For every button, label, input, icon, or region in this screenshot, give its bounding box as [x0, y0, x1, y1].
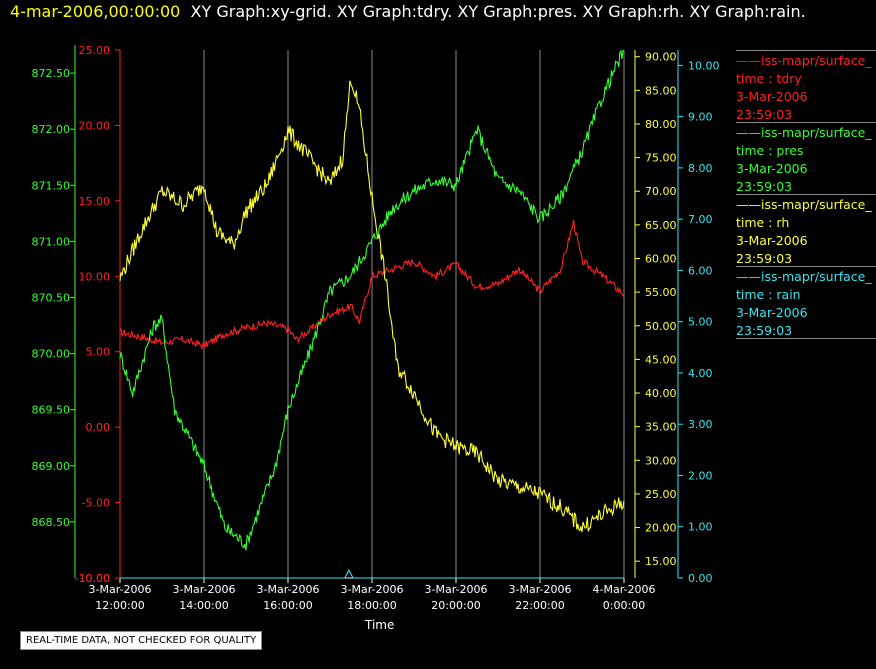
series-line-tdry — [120, 219, 625, 351]
legend-separator — [736, 50, 876, 51]
legend-axis: time : rain — [736, 287, 801, 302]
tdry-tick-label-6: 20.00 — [79, 119, 111, 132]
x-tick-label-date-5: 3-Mar-2006 — [509, 583, 572, 596]
legend-date: 3-Mar-2006 — [736, 233, 808, 248]
rh-tick-label-14: 85.00 — [645, 84, 677, 97]
series-line-pres — [119, 49, 625, 551]
series-line-rh — [119, 80, 625, 533]
legend-axis: time : rh — [736, 215, 790, 230]
x-axis-label: Time — [365, 618, 395, 632]
header-titles: XY Graph:xy-grid. XY Graph:tdry. XY Grap… — [190, 2, 806, 21]
rh-tick-label-12: 75.00 — [645, 152, 677, 165]
tdry-tick-label-7: 25.00 — [79, 44, 111, 57]
tdry-tick-label-min: -10.00 — [75, 572, 110, 585]
pres-tick-label-5: 871.00 — [32, 235, 71, 248]
x-tick-label-time-6: 0:00:00 — [603, 599, 645, 612]
pres-tick-label-8: 872.50 — [32, 67, 71, 80]
legend-date: 3-Mar-2006 — [736, 161, 808, 176]
x-tick-label-time-3: 18:00:00 — [347, 599, 396, 612]
rh-tick-label-10: 65.00 — [645, 219, 677, 232]
legend-axis: time : tdry — [736, 71, 802, 86]
legend-time: 23:59:03 — [736, 323, 793, 338]
legend-entry-rh: ——iss-mapr/surface_time : rh 3-Mar-2006 23… — [736, 194, 876, 268]
rain-tick-label-10: 10.00 — [688, 59, 720, 72]
series-line-rain — [120, 569, 624, 579]
rh-tick-label-4: 35.00 — [645, 421, 677, 434]
legend-time: 23:59:03 — [736, 251, 793, 266]
header: 4-mar-2006,00:00:00 XY Graph:xy-grid. XY… — [10, 2, 806, 21]
legend-name: ——iss-mapr/surface_ — [736, 197, 872, 212]
rain-tick-label-9: 9.00 — [688, 111, 713, 124]
rain-tick-label-8: 8.00 — [688, 162, 713, 175]
legend-name: ——iss-mapr/surface_ — [736, 125, 872, 140]
x-tick-label-time-5: 22:00:00 — [515, 599, 564, 612]
x-tick-label-date-1: 3-Mar-2006 — [173, 583, 236, 596]
legend-date: 3-Mar-2006 — [736, 89, 808, 104]
rh-tick-label-2: 25.00 — [645, 488, 677, 501]
legend-time: 23:59:03 — [736, 107, 793, 122]
rain-tick-label-2: 2.00 — [688, 469, 713, 482]
x-tick-label-time-2: 16:00:00 — [263, 599, 312, 612]
pres-tick-label-0: 868.50 — [32, 516, 71, 529]
rh-tick-label-3: 30.00 — [645, 454, 677, 467]
rain-tick-label-4: 4.00 — [688, 367, 713, 380]
pres-tick-label-7: 872.00 — [32, 123, 71, 136]
rain-tick-label-3: 3.00 — [688, 418, 713, 431]
rh-tick-label-8: 55.00 — [645, 286, 677, 299]
rain-tick-label-1: 1.00 — [688, 521, 713, 534]
legend-entry-pres: ——iss-mapr/surface_time : pres 3-Mar-2006… — [736, 122, 876, 196]
legend-bottom-line — [736, 338, 876, 340]
x-tick-label-date-6: 4-Mar-2006 — [593, 583, 656, 596]
rh-tick-label-7: 50.00 — [645, 320, 677, 333]
rh-tick-label-13: 80.00 — [645, 118, 677, 131]
rh-tick-label-1: 20.00 — [645, 522, 677, 535]
header-date: 4-mar-2006,00:00:00 — [10, 2, 181, 21]
rh-tick-label-0: 15.00 — [645, 555, 677, 568]
tdry-tick-label-5: 15.00 — [79, 195, 111, 208]
pres-tick-label-4: 870.50 — [32, 291, 71, 304]
legend-name: ——iss-mapr/surface_ — [736, 269, 872, 284]
x-tick-label-date-3: 3-Mar-2006 — [341, 583, 404, 596]
legend-separator — [736, 194, 876, 195]
x-tick-label-time-4: 20:00:00 — [431, 599, 480, 612]
legend-name: ——iss-mapr/surface_ — [736, 53, 872, 68]
rh-tick-label-11: 70.00 — [645, 185, 677, 198]
rain-tick-label-5: 5.00 — [688, 316, 713, 329]
x-tick-label-date-2: 3-Mar-2006 — [257, 583, 320, 596]
x-tick-label-date-4: 3-Mar-2006 — [425, 583, 488, 596]
rh-tick-label-15: 90.00 — [645, 51, 677, 64]
rh-tick-label-5: 40.00 — [645, 387, 677, 400]
legend-entry-rain: ——iss-mapr/surface_time : rain 3-Mar-2006… — [736, 266, 876, 340]
x-tick-label-time-0: 12:00:00 — [95, 599, 144, 612]
rh-tick-label-9: 60.00 — [645, 253, 677, 266]
pres-tick-label-6: 871.50 — [32, 179, 71, 192]
legend-date: 3-Mar-2006 — [736, 305, 808, 320]
pres-tick-label-2: 869.50 — [32, 404, 71, 417]
rain-tick-label-7: 7.00 — [688, 213, 713, 226]
legend-separator — [736, 266, 876, 267]
x-tick-label-date-0: 3-Mar-2006 — [89, 583, 152, 596]
pres-tick-label-1: 869.00 — [32, 460, 71, 473]
tdry-tick-label-4: 10.00 — [79, 270, 111, 283]
pres-tick-label-3: 870.00 — [32, 348, 71, 361]
x-tick-label-time-1: 14:00:00 — [179, 599, 228, 612]
tdry-tick-label-0: -10.00 — [75, 572, 110, 585]
legend-time: 23:59:03 — [736, 179, 793, 194]
rh-tick-label-6: 45.00 — [645, 353, 677, 366]
rain-tick-label-0: 0.00 — [688, 572, 713, 585]
legend-axis: time : pres — [736, 143, 804, 158]
legend-entry-tdry: ——iss-mapr/surface_time : tdry 3-Mar-2006… — [736, 50, 876, 124]
quality-notice: REAL-TIME DATA, NOT CHECKED FOR QUALITY — [20, 631, 263, 650]
tdry-tick-label-2: 0.00 — [86, 421, 111, 434]
tdry-tick-label-1: -5.00 — [82, 497, 110, 510]
tdry-tick-label-3: 5.00 — [86, 346, 111, 359]
legend-separator — [736, 122, 876, 123]
rain-tick-label-6: 6.00 — [688, 264, 713, 277]
